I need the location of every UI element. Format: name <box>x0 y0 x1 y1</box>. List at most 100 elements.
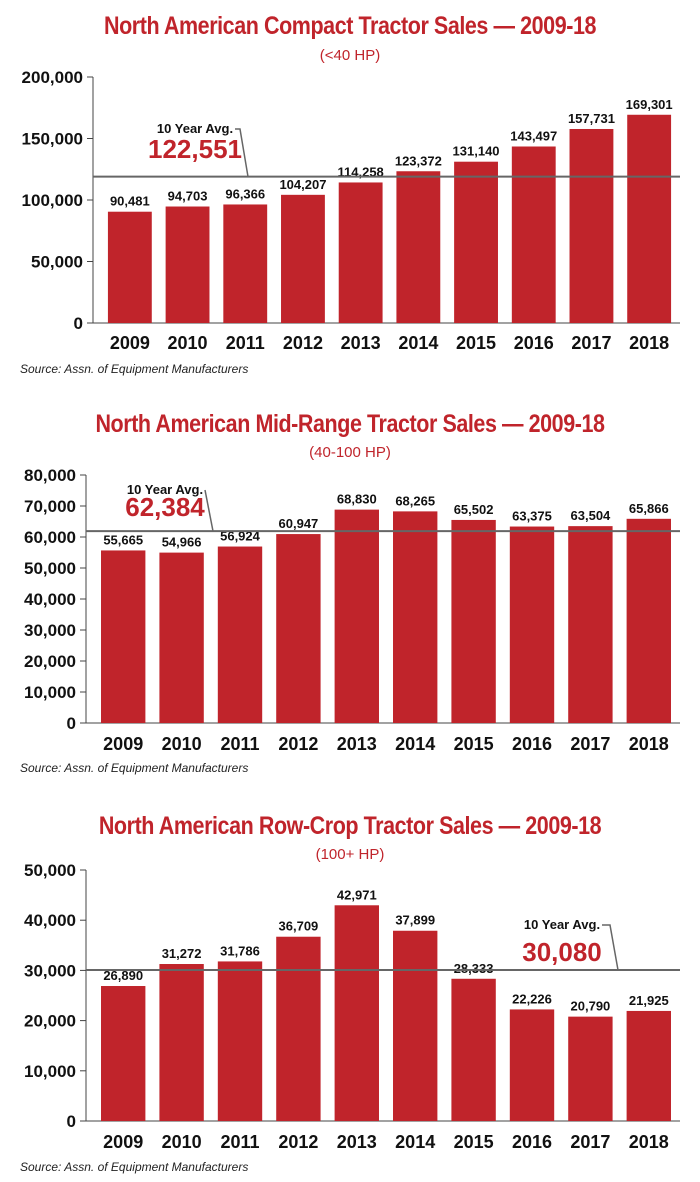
x-tick-label: 2016 <box>512 1132 552 1152</box>
data-label: 36,709 <box>279 919 319 934</box>
bar <box>569 128 614 323</box>
bar <box>509 1009 555 1121</box>
data-label: 20,790 <box>571 999 611 1014</box>
data-label: 157,731 <box>568 111 615 126</box>
x-tick-label: 2018 <box>629 1132 669 1152</box>
average-callout-line <box>204 489 214 532</box>
data-label: 68,830 <box>337 492 377 507</box>
chart-title: North American Compact Tractor Sales — 2… <box>103 12 597 40</box>
average-callout-line <box>602 924 619 971</box>
data-label: 90,481 <box>110 194 150 209</box>
bar <box>393 930 438 1121</box>
bar <box>159 552 204 723</box>
x-tick-label: 2013 <box>341 333 381 353</box>
x-tick-label: 2013 <box>337 734 377 754</box>
x-tick-label: 2017 <box>571 333 611 353</box>
y-tick-label: 0 <box>67 1112 76 1131</box>
y-tick-label: 10,000 <box>24 683 76 702</box>
data-label: 31,786 <box>220 943 260 958</box>
y-tick-label: 0 <box>67 714 76 733</box>
bar <box>281 194 325 323</box>
bar <box>396 171 441 323</box>
x-tick-label: 2015 <box>454 734 494 754</box>
x-tick-label: 2010 <box>162 734 202 754</box>
data-label: 37,899 <box>395 913 435 928</box>
x-tick-label: 2011 <box>220 734 259 754</box>
x-tick-label: 2015 <box>454 1132 494 1152</box>
x-tick-label: 2018 <box>629 333 669 353</box>
x-tick-label: 2014 <box>395 734 435 754</box>
y-tick-label: 150,000 <box>22 130 83 149</box>
data-label: 54,966 <box>162 535 202 550</box>
x-tick-label: 2010 <box>162 1132 202 1152</box>
bar <box>454 161 498 323</box>
chart-subtitle: (100+ HP) <box>315 846 385 863</box>
data-label: 131,140 <box>453 144 500 159</box>
data-label: 31,272 <box>162 946 202 961</box>
x-tick-label: 2014 <box>395 1132 435 1152</box>
y-tick-label: 50,000 <box>31 253 83 272</box>
chart-subtitle: (40-100 HP) <box>309 444 391 461</box>
bar <box>509 526 555 723</box>
x-tick-label: 2012 <box>278 1132 318 1152</box>
bar <box>217 546 263 723</box>
data-label: 123,372 <box>395 153 442 168</box>
chart-title: North American Row-Crop Tractor Sales — … <box>98 812 602 840</box>
average-value: 30,080 <box>522 937 602 967</box>
data-label: 104,207 <box>279 177 326 192</box>
data-label: 63,504 <box>571 508 612 523</box>
y-tick-label: 100,000 <box>22 191 83 210</box>
bar <box>101 986 146 1121</box>
data-label: 65,502 <box>454 502 494 517</box>
bar <box>107 211 152 323</box>
data-label: 143,497 <box>510 128 557 143</box>
compact-tractor-bar-chart: 0 50,000 100,000 150,000 200,000 90,481 2009 94… <box>22 68 680 353</box>
x-tick-label: 2012 <box>283 333 323 353</box>
bar <box>217 961 263 1121</box>
data-label: 96,366 <box>225 186 265 201</box>
bar <box>393 511 438 723</box>
y-tick-label: 0 <box>74 314 83 333</box>
data-label: 63,375 <box>512 509 552 524</box>
data-label: 28,333 <box>454 961 494 976</box>
x-tick-label: 2009 <box>110 333 150 353</box>
data-label: 42,971 <box>337 887 377 902</box>
bar <box>165 206 210 323</box>
x-tick-label: 2016 <box>512 734 552 754</box>
data-label: 65,866 <box>629 501 669 516</box>
data-label: 169,301 <box>626 97 673 112</box>
bar <box>223 204 268 323</box>
bar <box>626 518 671 723</box>
data-label: 55,665 <box>103 532 143 547</box>
x-tick-label: 2013 <box>337 1132 377 1152</box>
y-tick-label: 40,000 <box>24 590 76 609</box>
y-tick-label: 70,000 <box>24 497 76 516</box>
chart-title: North American Mid-Range Tractor Sales —… <box>95 410 605 438</box>
average-callout-line <box>235 128 249 177</box>
bar <box>334 905 379 1121</box>
data-label: 68,265 <box>395 493 435 508</box>
y-tick-label: 30,000 <box>24 961 76 980</box>
average-label: 10 Year Avg. <box>524 917 600 932</box>
average-value: 62,384 <box>125 492 205 522</box>
x-tick-label: 2009 <box>103 734 143 754</box>
y-tick-label: 30,000 <box>24 621 76 640</box>
x-tick-label: 2016 <box>514 333 554 353</box>
x-tick-label: 2018 <box>629 734 669 754</box>
data-label: 56,924 <box>220 529 261 544</box>
source-note: Source: Assn. of Equipment Manufacturers <box>20 362 249 376</box>
bar <box>451 519 496 723</box>
data-label: 21,925 <box>629 993 669 1008</box>
x-tick-label: 2017 <box>570 1132 610 1152</box>
bar <box>451 978 496 1121</box>
y-tick-label: 80,000 <box>24 466 76 485</box>
y-tick-label: 20,000 <box>24 652 76 671</box>
source-note: Source: Assn. of Equipment Manufacturers <box>20 1160 249 1174</box>
average-label: 10 Year Avg. <box>157 121 233 136</box>
y-tick-label: 50,000 <box>24 559 76 578</box>
x-tick-label: 2011 <box>226 333 265 353</box>
bar <box>159 964 204 1121</box>
x-tick-label: 2012 <box>278 734 318 754</box>
x-tick-label: 2017 <box>570 734 610 754</box>
data-label: 94,703 <box>168 189 208 204</box>
